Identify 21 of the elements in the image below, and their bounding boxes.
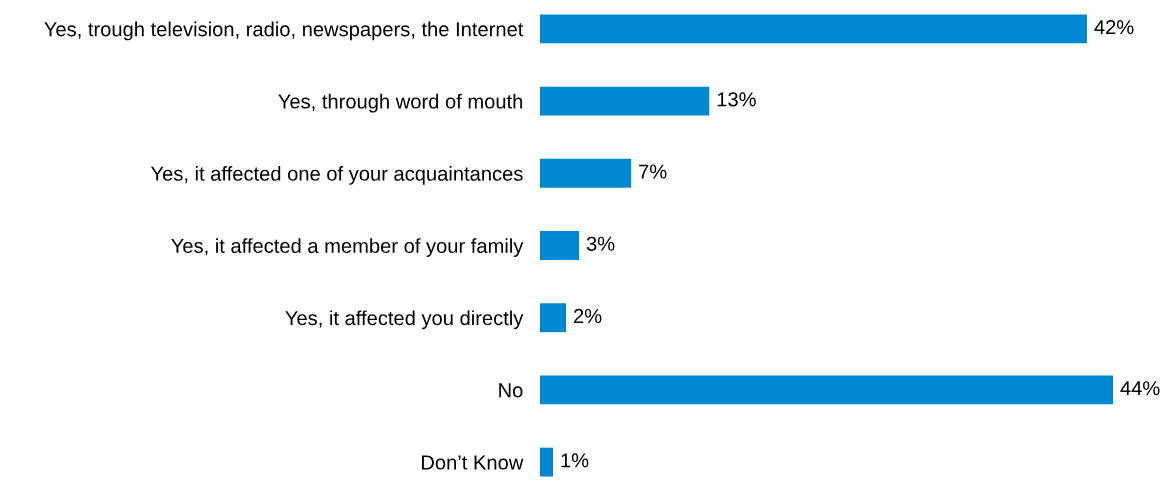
y-tick-label: Yes, it affected you directly — [285, 310, 524, 330]
y-tick-label: Yes, it affected one of your acquaintances — [150, 166, 523, 185]
bar — [540, 231, 580, 260]
y-tick-label: Yes, through word of mouth — [278, 93, 523, 113]
y-tick-label: No — [499, 383, 523, 398]
bar — [540, 375, 1113, 405]
bar — [540, 86, 710, 116]
data-label: 3% — [586, 236, 615, 251]
data-label: 2% — [574, 308, 602, 324]
data-label: 7% — [639, 164, 667, 179]
bar — [540, 14, 1087, 44]
bar — [540, 447, 554, 477]
data-label: 44% — [1120, 381, 1160, 396]
data-label: 1% — [561, 453, 589, 468]
y-tick-label: Yes, it affected a member of your family — [171, 238, 524, 257]
bar — [540, 158, 632, 188]
y-tick-label: Don’t Know — [422, 455, 524, 470]
data-label: 13% — [717, 92, 756, 107]
data-label: 42% — [1094, 20, 1134, 35]
bar — [540, 303, 567, 333]
y-tick-label: Yes, trough television, radio, newspapers, the Internet — [44, 21, 524, 41]
